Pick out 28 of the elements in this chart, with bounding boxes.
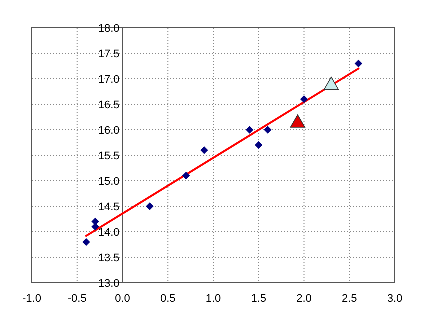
x-tick-label: 2.0 — [296, 293, 312, 305]
y-tick-label: 14.5 — [98, 202, 120, 214]
x-tick-label: -1.0 — [22, 293, 42, 305]
x-tick-label: 3.0 — [387, 293, 403, 305]
y-tick-label: 15.0 — [98, 176, 120, 188]
x-tick-label: 0.0 — [115, 293, 130, 305]
x-tick-label: 2.5 — [342, 293, 358, 305]
y-tick-label: 16.0 — [98, 125, 120, 137]
y-tick-label: 17.0 — [98, 74, 120, 86]
point — [146, 202, 154, 210]
y-tick-label: 17.5 — [98, 48, 120, 60]
point — [300, 96, 308, 104]
point — [200, 146, 208, 154]
x-tick-label: 1.0 — [206, 293, 222, 305]
x-tick-label: 1.5 — [251, 293, 267, 305]
y-tick-label: 13.5 — [98, 252, 120, 264]
point — [255, 141, 263, 150]
point — [82, 238, 90, 246]
point — [264, 126, 272, 134]
point — [92, 223, 100, 231]
y-tick-label: 15.5 — [98, 150, 120, 162]
y-tick-label: 16.5 — [98, 100, 120, 112]
x-tick-label: 0.5 — [160, 293, 176, 305]
point — [182, 172, 190, 180]
x-tick-label: -0.5 — [68, 293, 87, 305]
point — [354, 60, 363, 68]
point — [246, 126, 254, 134]
y-tick-label: 14.0 — [98, 227, 120, 239]
